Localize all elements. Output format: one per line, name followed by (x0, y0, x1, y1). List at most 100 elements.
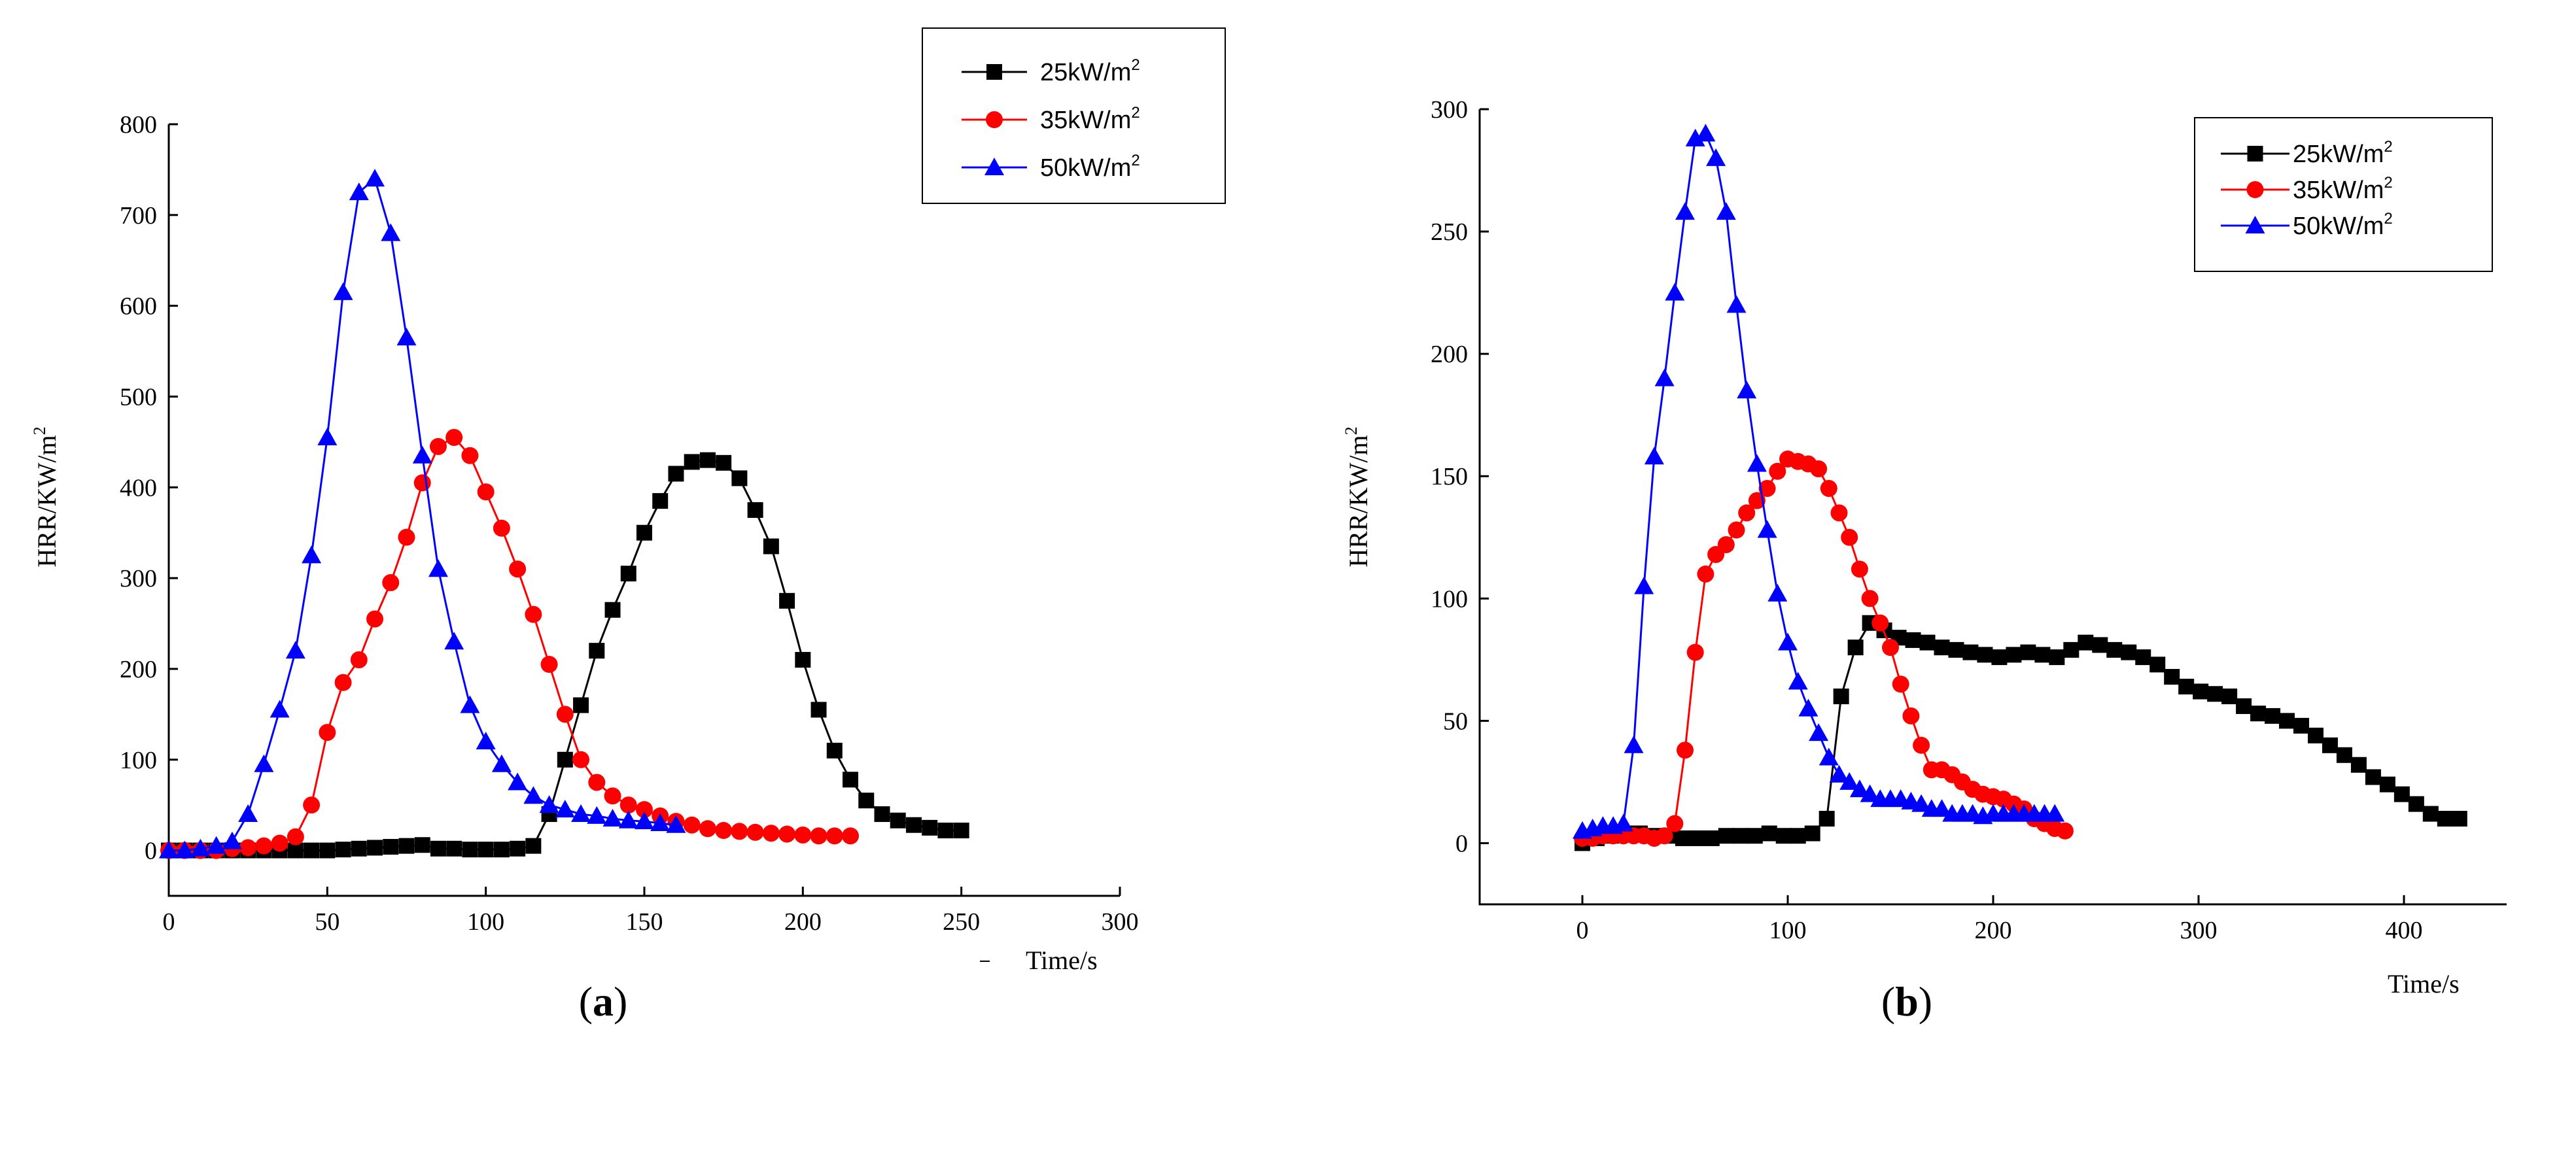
data-point-series-0 (779, 592, 795, 609)
y-axis-title: HRR/KW/m2 (30, 426, 61, 567)
data-point-series-1 (1830, 504, 1848, 522)
data-point-series-2 (270, 700, 290, 718)
data-point-series-1 (477, 483, 495, 501)
data-point-series-2 (476, 732, 496, 749)
data-point-series-0 (874, 806, 890, 823)
data-point-series-1 (382, 574, 400, 592)
y-tick-label: 300 (120, 565, 157, 592)
data-point-series-0 (1775, 828, 1792, 844)
data-point-series-0 (2393, 786, 2410, 802)
data-point-series-1 (350, 651, 368, 669)
data-point-series-2 (460, 695, 480, 713)
y-tick-label: 700 (120, 202, 157, 230)
data-point-series-1 (683, 816, 701, 834)
data-point-series-0 (1905, 632, 1921, 648)
y-tick-label: 200 (1431, 341, 1468, 368)
data-point-series-2 (666, 815, 686, 833)
data-point-series-0 (1833, 688, 1849, 704)
y-axis-title-superscript: 2 (1342, 426, 1361, 435)
data-point-series-2 (1675, 202, 1695, 220)
data-point-series-0 (2279, 713, 2295, 729)
data-point-series-0 (2178, 679, 2195, 695)
y-axis-title-text: HRR/KW/m (32, 435, 61, 567)
data-point-series-0 (716, 454, 732, 471)
data-point-series-1 (271, 834, 288, 852)
data-point-series-1 (445, 428, 463, 446)
x-tick-label: 50 (315, 908, 339, 936)
data-point-series-0 (430, 840, 446, 857)
panel-label-close: ) (1919, 978, 1932, 1025)
legend-entry: 35kW/m2 (2293, 174, 2393, 204)
panel-label-letter: b (1895, 978, 1919, 1025)
x-tick-label: 0 (1576, 917, 1589, 944)
data-point-series-1 (1841, 528, 1858, 546)
data-point-series-0 (890, 812, 906, 828)
data-point-series-0 (1747, 828, 1763, 844)
data-point-series-0 (478, 842, 494, 858)
legend-marker (2246, 181, 2264, 198)
data-point-series-0 (2106, 641, 2123, 658)
data-point-series-0 (1689, 830, 1705, 846)
data-point-series-0 (2379, 776, 2395, 793)
x-axis-title: Time/s (2388, 969, 2460, 998)
data-point-series-1 (540, 656, 558, 673)
data-point-series-0 (383, 839, 399, 855)
data-point-series-0 (843, 772, 859, 788)
data-point-series-2 (381, 223, 401, 241)
data-point-series-2 (1809, 723, 1829, 742)
data-point-series-1 (398, 528, 415, 546)
data-point-series-1 (429, 437, 447, 455)
data-point-series-1 (794, 826, 812, 844)
data-point-series-2 (1849, 779, 1870, 798)
y-tick-label: 800 (120, 111, 157, 139)
data-point-series-0 (557, 751, 573, 768)
data-point-series-0 (2350, 757, 2367, 773)
data-point-series-0 (2020, 644, 2036, 660)
data-point-series-1 (366, 610, 384, 628)
data-point-series-0 (1703, 830, 1720, 846)
data-point-series-0 (2049, 649, 2065, 666)
data-point-series-2 (1757, 520, 1777, 538)
data-point-series-2 (650, 813, 670, 831)
data-point-series-2 (1726, 295, 1747, 313)
data-point-series-0 (747, 502, 763, 518)
data-point-series-0 (367, 840, 383, 856)
data-point-series-0 (1991, 649, 2008, 666)
data-point-series-0 (493, 842, 510, 858)
legend-entry-text: 25kW/m (1040, 59, 1131, 86)
data-point-series-1 (1871, 614, 1889, 632)
panel-label-letter: a (593, 978, 614, 1025)
data-point-series-0 (2365, 769, 2381, 785)
data-point-series-0 (589, 643, 605, 659)
data-point-series-0 (335, 842, 351, 858)
data-point-series-0 (1919, 634, 1936, 651)
data-point-series-1 (509, 560, 527, 578)
data-point-series-0 (620, 566, 636, 582)
data-point-series-0 (2422, 806, 2439, 822)
x-tick-label: 0 (163, 908, 175, 936)
data-point-series-1 (1717, 536, 1735, 553)
data-point-series-2 (2045, 804, 2065, 822)
data-point-series-1 (1666, 815, 1684, 832)
data-point-series-1 (604, 787, 621, 805)
data-point-series-0 (2408, 796, 2424, 812)
data-point-series-2 (602, 809, 623, 827)
data-point-series-0 (2451, 811, 2467, 827)
data-point-series-0 (1847, 640, 1864, 656)
data-point-series-0 (2207, 686, 2223, 702)
data-point-series-2 (206, 836, 226, 854)
legend-marker (986, 111, 1003, 128)
data-point-series-1 (1769, 462, 1786, 480)
legend-entry: 35kW/m2 (1040, 104, 1140, 134)
data-point-series-2 (365, 169, 385, 187)
data-point-series-1 (778, 825, 796, 843)
data-point-series-0 (604, 602, 621, 618)
data-point-series-2 (1634, 576, 1654, 594)
data-point-series-2 (396, 328, 417, 346)
data-point-series-2 (333, 282, 353, 300)
data-point-series-2 (508, 772, 528, 791)
data-point-series-1 (2056, 822, 2074, 840)
data-point-series-2 (491, 754, 512, 772)
data-point-series-2 (222, 831, 242, 849)
